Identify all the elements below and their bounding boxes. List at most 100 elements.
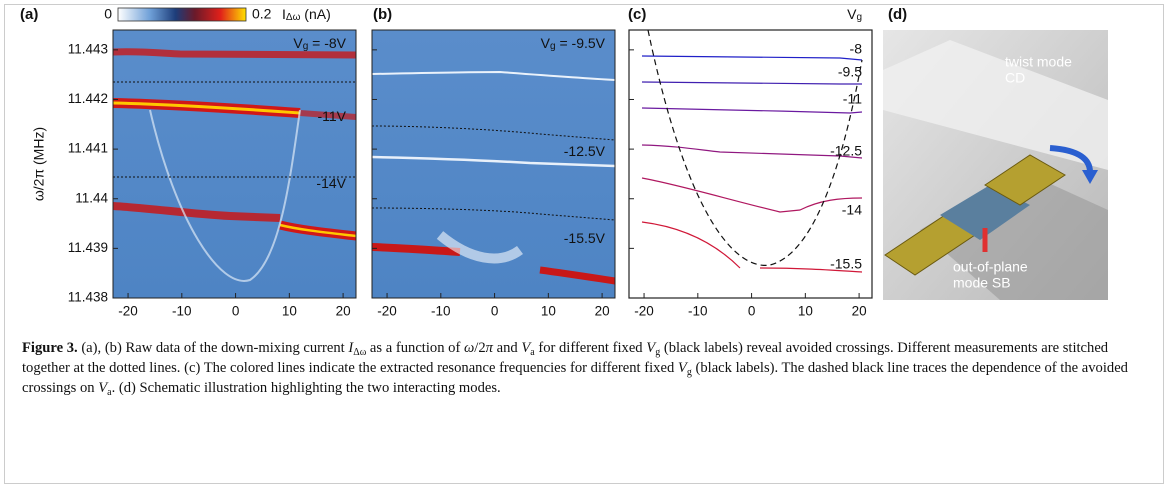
caption-run: a — [530, 347, 535, 358]
vg-label: -15.5 — [830, 256, 862, 272]
figure-frame — [4, 4, 1164, 484]
x-axis-label-tail: (V) — [490, 329, 513, 332]
vg-label: -9.5 — [838, 64, 862, 80]
caption-run: V — [646, 340, 656, 356]
y-axis-label: ω/2π (MHz) — [31, 127, 47, 201]
x-tick-label: 0 — [491, 304, 499, 319]
caption-run: Figure 3. — [22, 340, 78, 356]
caption-run: I — [348, 340, 354, 356]
caption-run: as a function of — [366, 340, 464, 356]
y-tick-label: 11.438 — [68, 290, 108, 305]
colorbar-title-sub: Δω — [286, 12, 301, 23]
x-tick-label: 20 — [852, 304, 867, 319]
colorbar-min: 0 — [104, 6, 112, 22]
mode-label: CD — [1005, 70, 1025, 86]
caption-run: a — [107, 387, 112, 398]
vg-annotation-main: -14V — [316, 175, 346, 191]
caption-run: g — [655, 347, 661, 358]
x-tick-label: 10 — [541, 304, 556, 319]
colorbar-title: IΔω (nA) — [282, 6, 331, 23]
y-tick-label: 11.442 — [68, 91, 108, 106]
x-tick-label: -10 — [172, 304, 192, 319]
vg-header-sub: g — [856, 12, 862, 23]
vg-annotation-main: V — [541, 35, 551, 51]
x-tick-label: 20 — [595, 304, 610, 319]
vg-annotation-main: -12.5V — [564, 143, 606, 159]
x-axis-label-main: V — [475, 329, 485, 332]
vg-annotation: -14V — [316, 175, 346, 191]
x-axis-label: Va (V) — [732, 329, 769, 332]
mode-label: twist mode — [1005, 54, 1072, 70]
caption-run: g — [686, 367, 692, 378]
x-tick-label: -20 — [118, 304, 138, 319]
caption-run: Δω — [353, 347, 367, 358]
caption-run: (black labels). The dashed black line tr… — [22, 360, 1128, 396]
vg-annotation-tail: = -8V — [308, 35, 346, 51]
caption-run: (a), (b) Raw data of the down-mixing cur… — [77, 340, 349, 356]
vg-label: -11 — [843, 91, 862, 107]
caption-run: V — [98, 380, 108, 396]
schematic — [883, 30, 1108, 300]
mode-label: mode SB — [953, 275, 1011, 291]
heatmap-b — [371, 29, 616, 299]
x-tick-label: 0 — [748, 304, 756, 319]
panel-label: (a) — [20, 6, 38, 23]
caption-run: V — [677, 360, 687, 376]
vg-annotation: Vg = -9.5V — [541, 35, 606, 52]
colorbar — [117, 7, 247, 22]
x-tick-label: -10 — [431, 304, 451, 319]
x-tick-label: -20 — [634, 304, 654, 319]
caption-run: π — [485, 340, 493, 356]
y-tick-label: 11.441 — [68, 141, 108, 156]
caption-run: V — [521, 340, 531, 356]
y-tick-label: 11.439 — [68, 240, 108, 255]
vg-annotation-main: V — [293, 35, 303, 51]
x-axis-label-main: V — [216, 329, 226, 332]
vg-annotation: Vg = -8V — [293, 35, 346, 52]
x-axis-label: Va (V) — [216, 329, 253, 332]
panel-label: (c) — [628, 6, 646, 23]
colorbar-title-main: I — [282, 6, 286, 22]
caption-run: (black labels) reveal avoided crossings.… — [22, 340, 1109, 376]
figure: -20 -10 0 10 20 11.438 11.439 11.44 11.441 11.442… — [20, 6, 1108, 332]
vg-header: Vg — [847, 6, 862, 23]
x-tick-label: 20 — [336, 304, 351, 319]
caption-run: . (d) Schematic illustration highlightin… — [111, 380, 501, 396]
vg-annotation: -12.5V — [564, 143, 606, 159]
x-axis-label: Va (V) — [475, 329, 512, 332]
vg-label: -12.5 — [830, 143, 862, 159]
colorbar-max: 0.2 — [252, 6, 272, 22]
x-axis-label-main: V — [732, 329, 742, 332]
caption: Figure 3. (a), (b) Raw data of the down-… — [22, 338, 1144, 398]
vg-label: -14 — [842, 202, 862, 218]
caption-run: for different fixed — [534, 340, 647, 356]
mode-label: out-of-plane — [953, 259, 1028, 275]
vg-annotation-sub: g — [303, 41, 309, 52]
x-axis-label-tail: (V) — [231, 329, 254, 332]
x-tick-label: -10 — [688, 304, 708, 319]
x-tick-label: -20 — [377, 304, 397, 319]
heatmap-a — [112, 29, 357, 299]
caption-run: ω — [463, 340, 475, 356]
vg-label: -8 — [850, 41, 863, 57]
vg-header-main: V — [847, 6, 857, 22]
vg-annotation-tail: = -9.5V — [556, 35, 606, 51]
x-axis-label-tail: (V) — [747, 329, 770, 332]
y-tick-label: 11.443 — [68, 41, 108, 56]
x-tick-label: 10 — [282, 304, 297, 319]
panel-label: (d) — [888, 6, 907, 23]
x-tick-label: 10 — [798, 304, 813, 319]
colorbar-title-tail: (nA) — [300, 6, 330, 22]
y-tick-label: 11.44 — [75, 190, 108, 205]
caption-run: /2 — [474, 340, 486, 356]
vg-annotation-main: -15.5V — [564, 230, 606, 246]
x-tick-label: 0 — [232, 304, 240, 319]
caption-run: and — [492, 340, 522, 356]
vg-annotation: -11V — [317, 108, 346, 124]
vg-annotation: -15.5V — [564, 230, 606, 246]
resonance-lines — [628, 29, 873, 299]
vg-annotation-sub: g — [550, 41, 556, 52]
panel-label: (b) — [373, 6, 392, 23]
vg-annotation-main: -11V — [317, 108, 346, 124]
